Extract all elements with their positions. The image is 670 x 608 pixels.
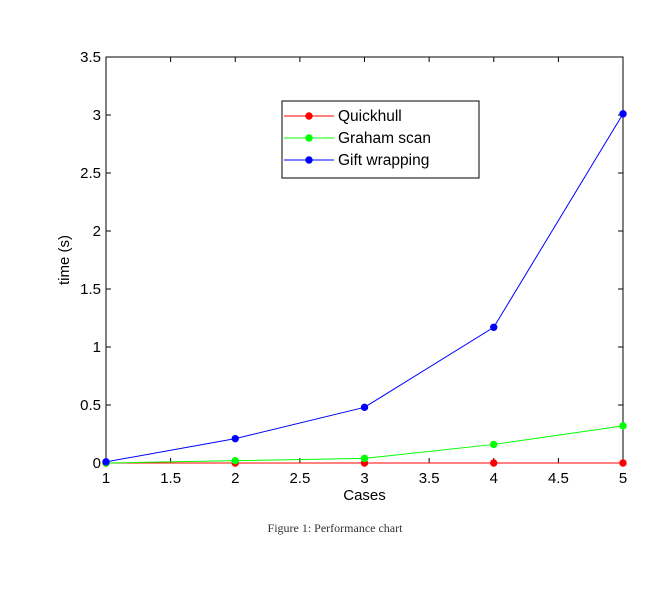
legend-box xyxy=(281,100,480,179)
x-axis-title: Cases xyxy=(343,487,386,504)
legend-entry-quickhull: Quickhull xyxy=(284,108,402,125)
legend-entry-gift-wrapping: Gift wrapping xyxy=(284,152,429,169)
legend-label: Graham scan xyxy=(338,130,431,147)
data-point-graham-scan xyxy=(360,454,369,463)
data-point-gift-wrapping xyxy=(231,434,239,443)
legend-swatch-marker xyxy=(305,112,313,120)
legend-label: Quickhull xyxy=(338,108,402,125)
y-tick-label: 0.5 xyxy=(80,397,101,414)
legend: Quickhull Graham scan Gift wrapping xyxy=(281,100,480,179)
data-point-graham-scan xyxy=(231,456,239,465)
x-tick-label: 2.5 xyxy=(289,470,310,487)
y-tick-labels: 0 0.5 1 1.5 2 2.5 3 3.5 xyxy=(80,49,101,472)
x-tick-label: 3.5 xyxy=(419,470,440,487)
data-point-graham-scan xyxy=(490,440,498,449)
legend-label: Gift wrapping xyxy=(338,152,429,169)
y-tick-label: 3.5 xyxy=(80,49,101,66)
x-tick-label: 1 xyxy=(102,470,110,487)
y-tick-label: 1.5 xyxy=(80,281,101,298)
data-point-quickhull xyxy=(490,459,498,467)
data-point-quickhull xyxy=(619,459,627,467)
legend-swatch-marker xyxy=(305,134,313,142)
x-tick-label: 1.5 xyxy=(160,470,181,487)
y-axis-title: time (s) xyxy=(56,235,73,285)
data-point-gift-wrapping xyxy=(490,323,498,331)
x-tick-label: 4 xyxy=(490,470,498,487)
figure-caption: Figure 1: Performance chart xyxy=(267,521,403,535)
x-tick-label: 3 xyxy=(360,470,368,487)
x-tick-label: 2 xyxy=(231,470,239,487)
x-tick-label: 4.5 xyxy=(548,470,569,487)
data-point-gift-wrapping xyxy=(619,110,627,118)
data-point-gift-wrapping xyxy=(102,458,110,466)
series-gift-wrapping xyxy=(102,110,627,466)
x-tick-labels: 1 1.5 2 2.5 3 3.5 4 4.5 5 xyxy=(102,470,627,487)
y-tick-label: 0 xyxy=(93,455,101,472)
legend-entry-graham-scan: Graham scan xyxy=(284,130,431,147)
x-tick-label: 5 xyxy=(619,470,627,487)
series-lines xyxy=(102,110,627,467)
data-point-gift-wrapping xyxy=(360,403,369,412)
legend-swatch-marker xyxy=(305,156,313,164)
y-tick-label: 2.5 xyxy=(80,165,101,182)
y-tick-label: 2 xyxy=(93,223,101,240)
y-tick-label: 3 xyxy=(93,107,101,124)
y-tick-label: 1 xyxy=(93,339,101,356)
data-point-graham-scan xyxy=(619,422,627,430)
